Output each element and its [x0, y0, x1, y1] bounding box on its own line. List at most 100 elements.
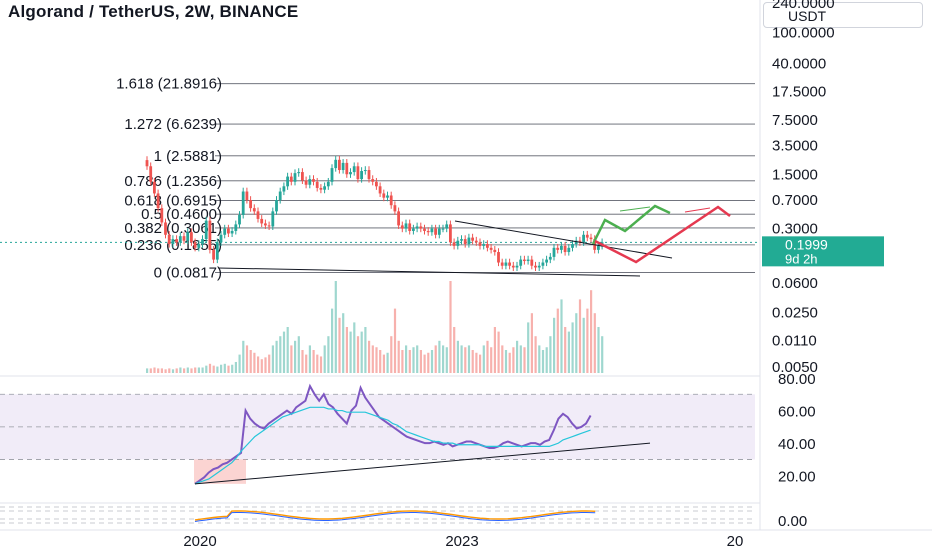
- volume-bar: [149, 368, 152, 373]
- candle-body: [497, 252, 500, 263]
- fib-level-label: 0.786 (1.2356): [124, 173, 222, 190]
- candle-body: [212, 249, 215, 260]
- volume-bar: [593, 313, 596, 373]
- candle-body: [482, 244, 486, 246]
- volume-bar: [504, 350, 508, 373]
- volume-bar: [438, 340, 441, 373]
- volume-bar: [564, 327, 567, 373]
- candle-body: [563, 245, 567, 253]
- candle-body: [471, 237, 474, 241]
- rsi-tick-label: 20.00: [778, 469, 816, 486]
- candle-body: [437, 228, 441, 235]
- candle-body: [511, 265, 515, 268]
- volume-bar: [490, 347, 493, 373]
- candle-body: [378, 186, 382, 194]
- volume-bar: [323, 345, 326, 373]
- candle-body: [175, 239, 178, 243]
- countdown-label: 9d 2h: [785, 251, 818, 266]
- volume-bar: [208, 363, 212, 373]
- volume-bar: [501, 345, 504, 373]
- fib-level-label: 1 (2.5881): [154, 148, 222, 165]
- price-tick-label: 40.0000: [772, 55, 826, 72]
- volume-bar: [471, 350, 474, 373]
- volume-bar: [519, 345, 522, 373]
- candle-body: [508, 262, 511, 266]
- volume-bar: [312, 350, 315, 373]
- candle-body: [238, 214, 241, 225]
- candle-body: [534, 265, 537, 268]
- rsi-line: [194, 383, 592, 485]
- volume-bar: [353, 322, 356, 373]
- candle-body: [282, 186, 286, 192]
- candle-body: [515, 265, 519, 268]
- volume-bar: [416, 345, 419, 373]
- volume-bar: [186, 367, 189, 373]
- volume-bar: [294, 340, 297, 373]
- volume-bar: [586, 308, 589, 373]
- candle-body: [256, 211, 260, 219]
- candle-body: [397, 211, 400, 226]
- volume-bar: [316, 354, 319, 373]
- volume-bar: [578, 299, 582, 373]
- volume-bar: [567, 331, 570, 373]
- candle-body: [234, 224, 238, 231]
- candle-body: [526, 259, 530, 262]
- candle-body: [289, 176, 293, 182]
- volume-bar: [390, 336, 393, 373]
- candle-body: [589, 237, 593, 240]
- volume-bar: [430, 350, 434, 373]
- candle-body: [193, 242, 197, 248]
- candle-body: [230, 230, 234, 234]
- candle-body: [423, 228, 426, 231]
- fib-level-label: 0.382 (0.3061): [124, 220, 222, 237]
- volume-bar: [245, 345, 249, 373]
- price-tick-label: 1.5000: [772, 166, 818, 183]
- candle-body: [585, 234, 589, 238]
- volume-bar: [538, 345, 541, 373]
- volume-bar: [160, 368, 163, 373]
- volume-bar: [497, 331, 500, 373]
- volume-bar: [590, 290, 593, 373]
- volume-bar: [271, 345, 274, 373]
- candle-body: [293, 173, 297, 182]
- volume-bar: [260, 359, 263, 373]
- volume-bar: [349, 331, 352, 373]
- candle-body: [548, 256, 552, 260]
- volume-bar: [194, 367, 197, 373]
- volume-bar: [253, 352, 256, 373]
- candle-body: [500, 262, 504, 266]
- volume-bar: [231, 364, 234, 373]
- candle-body: [375, 181, 378, 187]
- candle-body: [275, 200, 278, 212]
- bearish-projection-tick: [684, 207, 711, 213]
- volume-bar: [445, 347, 448, 373]
- currency-selector[interactable]: USDT: [763, 2, 923, 28]
- volume-bar: [290, 345, 293, 373]
- candle-body: [426, 230, 430, 233]
- volume-bar: [242, 340, 245, 373]
- candle-body: [227, 228, 230, 234]
- volume-bar: [464, 347, 467, 373]
- rsi-tick-label: 80.00: [778, 371, 816, 388]
- volume-bar: [146, 368, 149, 373]
- current-price-label: 0.1999: [785, 236, 828, 252]
- candle-body: [567, 247, 571, 253]
- candle-body: [149, 166, 153, 182]
- volume-bar: [183, 368, 186, 373]
- candle-body: [323, 186, 326, 190]
- volume-bar: [460, 345, 463, 373]
- volume-bar: [264, 357, 267, 373]
- bullish-projection-tick: [619, 206, 651, 212]
- candle-body: [382, 193, 386, 198]
- volume-bar: [475, 352, 478, 373]
- candle-body: [245, 191, 249, 201]
- volume-bar: [508, 352, 511, 373]
- candle-body: [523, 259, 526, 262]
- candle-body: [530, 259, 534, 266]
- candle-body: [460, 239, 463, 241]
- volume-bar: [530, 313, 533, 373]
- volume-bar: [190, 368, 193, 373]
- volume-bar: [364, 327, 367, 373]
- candle-body: [474, 240, 478, 243]
